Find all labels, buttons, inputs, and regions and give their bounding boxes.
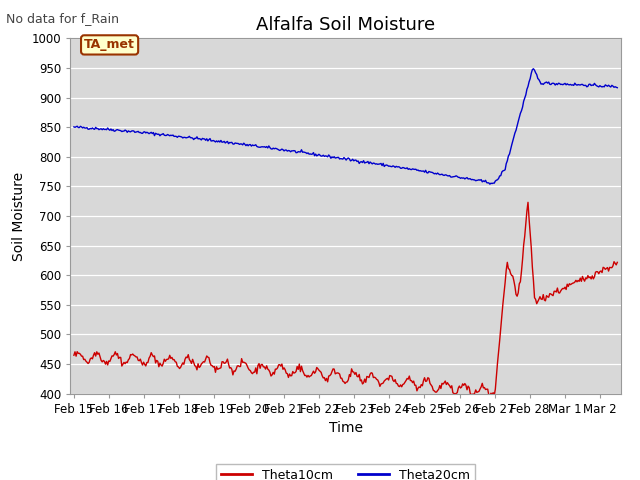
- Y-axis label: Soil Moisture: Soil Moisture: [12, 171, 26, 261]
- Theta20cm: [516, 110, 524, 116]
- Title: Alfalfa Soil Moisture: Alfalfa Soil Moisture: [256, 16, 435, 34]
- Text: No data for f_Rain: No data for f_Rain: [6, 12, 120, 25]
- Theta20cm: [70, 124, 77, 130]
- Theta10cm: [603, 265, 611, 271]
- Legend: Theta10cm, Theta20cm: Theta10cm, Theta20cm: [216, 464, 476, 480]
- Text: TA_met: TA_met: [84, 38, 135, 51]
- Theta20cm: [486, 181, 493, 187]
- Theta20cm: [530, 66, 538, 72]
- Theta10cm: [486, 393, 493, 398]
- Theta10cm: [394, 381, 401, 386]
- Theta20cm: [603, 83, 611, 88]
- Theta20cm: [614, 85, 621, 91]
- Theta10cm: [332, 371, 339, 377]
- Theta10cm: [364, 374, 372, 380]
- Theta20cm: [328, 154, 336, 160]
- Theta10cm: [328, 369, 336, 374]
- Theta20cm: [394, 164, 401, 170]
- Line: Theta10cm: Theta10cm: [74, 203, 618, 396]
- Theta10cm: [524, 200, 532, 205]
- Theta10cm: [516, 279, 524, 285]
- Theta20cm: [332, 155, 339, 161]
- Theta10cm: [70, 352, 77, 358]
- Theta20cm: [364, 158, 372, 164]
- Line: Theta20cm: Theta20cm: [74, 69, 618, 184]
- X-axis label: Time: Time: [328, 421, 363, 435]
- Theta10cm: [614, 260, 621, 265]
